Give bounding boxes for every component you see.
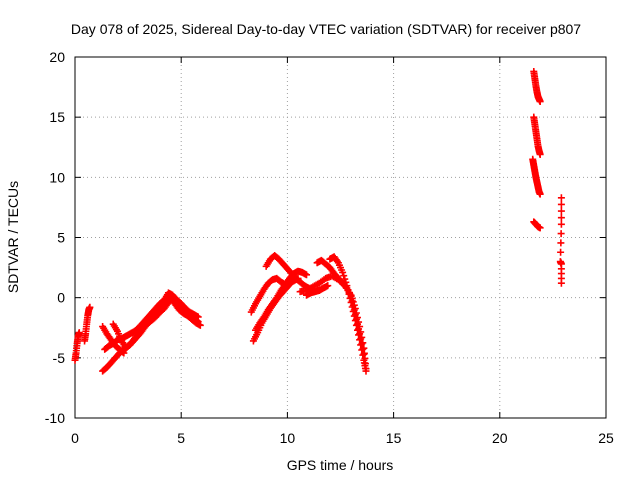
- data-point-marker: [557, 279, 565, 287]
- data-point-marker: [356, 336, 364, 344]
- x-tick-label: 25: [598, 430, 614, 446]
- data-point-marker: [194, 318, 202, 326]
- data-point-marker: [357, 335, 365, 343]
- x-tick-label: 5: [177, 430, 185, 446]
- data-points: [71, 67, 565, 375]
- data-point-marker: [303, 271, 311, 279]
- data-point-marker: [362, 367, 370, 375]
- y-tick-label: -5: [53, 350, 66, 366]
- data-point-marker: [346, 294, 354, 302]
- data-point-marker: [353, 326, 361, 334]
- grid-lines: [75, 57, 606, 418]
- data-point-marker: [120, 349, 128, 357]
- x-tick-label: 15: [386, 430, 402, 446]
- data-point-marker: [347, 298, 355, 306]
- data-point-marker: [75, 329, 83, 337]
- data-point-marker: [343, 282, 351, 290]
- chart-title: Day 078 of 2025, Sidereal Day-to-day VTE…: [71, 21, 581, 37]
- data-point-marker: [342, 278, 350, 286]
- data-point-marker: [557, 248, 565, 256]
- x-tick-label: 0: [71, 430, 79, 446]
- y-tick-label: 15: [49, 109, 65, 125]
- data-point-marker: [351, 317, 359, 325]
- data-point-marker: [358, 340, 366, 348]
- data-point-marker: [557, 220, 565, 228]
- data-point-marker: [360, 350, 368, 358]
- data-point-marker: [340, 272, 348, 280]
- data-point-marker: [333, 257, 341, 265]
- data-point-marker: [339, 268, 347, 276]
- data-point-marker: [358, 346, 366, 354]
- x-axis-label: GPS time / hours: [287, 457, 394, 473]
- data-point-marker: [557, 194, 565, 202]
- data-point-marker: [536, 98, 544, 106]
- data-point-marker: [355, 331, 363, 339]
- data-point-marker: [557, 239, 565, 247]
- data-point-marker: [324, 282, 332, 290]
- y-axis-label: SDTVAR / TECUs: [5, 181, 21, 293]
- data-point-marker: [119, 348, 127, 356]
- data-point-marker: [348, 303, 356, 311]
- data-point-marker: [344, 286, 352, 294]
- data-point-marker: [557, 230, 565, 238]
- y-tick-label: -10: [45, 410, 65, 426]
- data-point-marker: [536, 224, 544, 232]
- data-point-marker: [356, 330, 364, 338]
- data-point-marker: [86, 303, 94, 311]
- y-tick-label: 0: [57, 290, 65, 306]
- data-point-marker: [193, 317, 201, 325]
- y-tick-label: 20: [49, 49, 65, 65]
- data-point-marker: [341, 275, 349, 283]
- data-point-marker: [557, 207, 565, 215]
- data-point-marker: [353, 320, 361, 328]
- data-point-marker: [359, 345, 367, 353]
- data-point-marker: [359, 351, 367, 359]
- x-tick-label: 20: [492, 430, 508, 446]
- x-tick-label: 10: [280, 430, 296, 446]
- data-point-marker: [349, 308, 357, 316]
- data-point-marker: [357, 341, 365, 349]
- data-point-marker: [196, 321, 204, 329]
- data-point-marker: [536, 150, 544, 158]
- axis-ticks: 0 5 10 15 20 25 -10 -5 0 5 10 15 20: [45, 49, 614, 446]
- data-point-marker: [536, 190, 544, 198]
- y-tick-label: 10: [49, 169, 65, 185]
- data-point-marker: [355, 325, 363, 333]
- data-point-marker: [345, 290, 353, 298]
- data-point-marker: [557, 214, 565, 222]
- data-point-marker: [350, 312, 358, 320]
- data-point-marker: [557, 200, 565, 208]
- plot-frame: [74, 56, 607, 419]
- y-tick-label: 5: [57, 230, 65, 246]
- data-point-marker: [352, 321, 360, 329]
